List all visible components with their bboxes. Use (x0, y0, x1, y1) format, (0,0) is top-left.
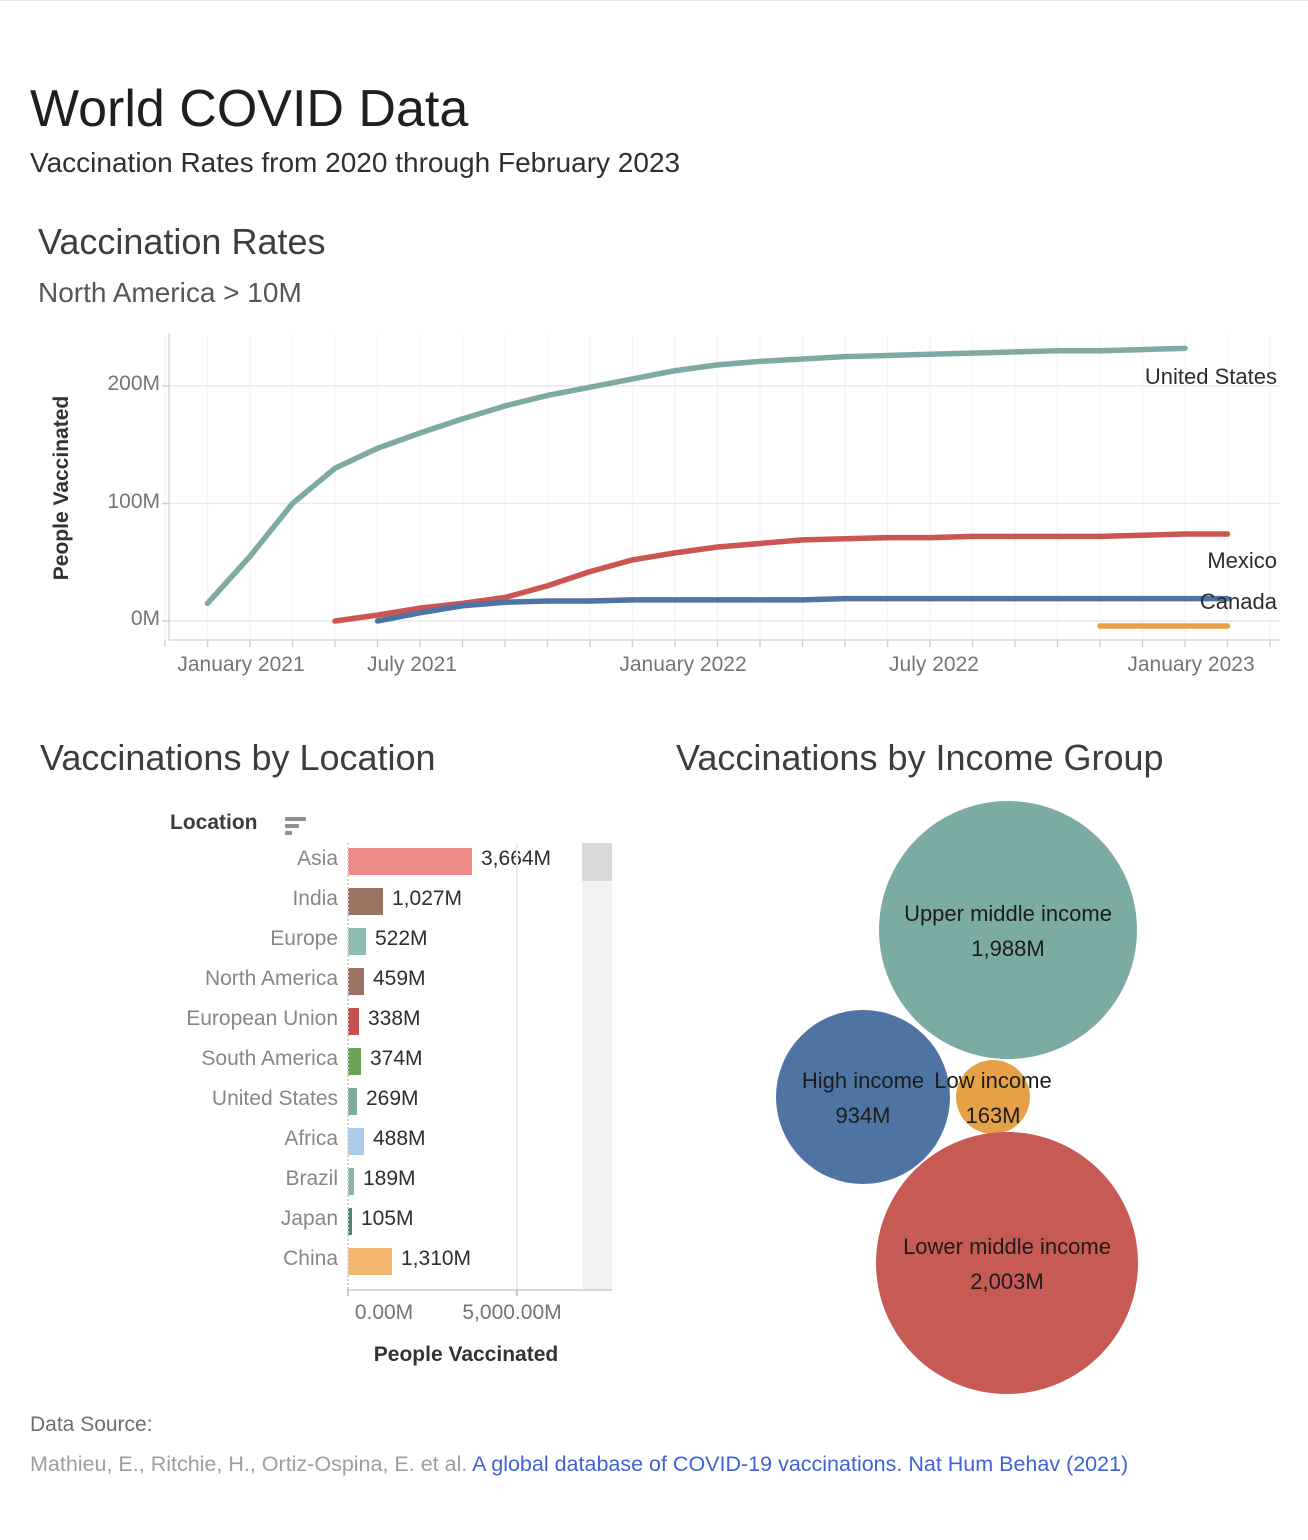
bar-chart-x-tick-label: 0.00M (354, 1301, 414, 1324)
series-label-canada: Canada (1199, 589, 1277, 614)
bar-row-label: China (283, 1247, 338, 1270)
bar-row: North America 459M (0, 961, 700, 1001)
bar-row: United States 269M (0, 1081, 700, 1121)
bubble-name-label: Upper middle income (904, 901, 1112, 926)
bubble-mark-lower-middle-income[interactable] (876, 1132, 1138, 1394)
bar-row: South America 374M (0, 1041, 700, 1081)
bubble-name-label: Lower middle income (903, 1234, 1111, 1259)
bar-row-label: Asia (297, 847, 338, 870)
line-chart-x-tick-label: January 2023 (1127, 653, 1255, 676)
line-series-canada[interactable] (374, 595, 1231, 624)
bar-row: European Union 338M (0, 1001, 700, 1041)
bar-row-label: Brazil (285, 1167, 338, 1190)
line-series-mexico[interactable] (332, 531, 1231, 624)
bar-value-label: 374M (370, 1047, 423, 1070)
bar-value-label: 488M (373, 1127, 426, 1150)
bar-row-label: European Union (186, 1007, 338, 1030)
bubble-value-label: 2,003M (970, 1269, 1044, 1294)
line-chart-x-tick-label: July 2021 (367, 653, 457, 676)
bubble-mark-high-income[interactable] (776, 1010, 950, 1184)
bubble-name-label: High income (801, 1068, 925, 1093)
bar-mark-united-states[interactable] (348, 1087, 357, 1115)
bar-row-label: South America (201, 1047, 338, 1070)
bubble-mark-low-income[interactable] (956, 1060, 1030, 1134)
bar-value-label: 459M (373, 967, 426, 990)
bar-value-label: 189M (363, 1167, 416, 1190)
bubble-value-label: 934M (835, 1103, 891, 1128)
bar-chart-x-tick-label: 5,000.00M (462, 1301, 562, 1324)
bar-mark-north-america[interactable] (348, 967, 364, 995)
bar-mark-africa[interactable] (348, 1127, 364, 1155)
bar-row: Africa 488M (0, 1121, 700, 1161)
line-series-united-states[interactable] (204, 345, 1188, 607)
bar-chart-scrollbar-thumb[interactable] (582, 843, 612, 881)
bar-value-label: 1,310M (401, 1247, 472, 1270)
bar-row-label: Japan (280, 1207, 338, 1230)
bar-chart-gridline-5000 (516, 843, 518, 1289)
bar-row: Japan 105M (0, 1201, 700, 1241)
line-chart-title: Vaccination Rates (38, 221, 326, 262)
bar-value-label: 338M (368, 1007, 421, 1030)
bar-row: Brazil 189M (0, 1161, 700, 1201)
sort-descending-icon[interactable] (285, 817, 307, 838)
bar-chart-title: Vaccinations by Location (40, 737, 436, 778)
line-chart-x-tick-label: July 2022 (889, 653, 979, 676)
line-chart-y-axis-title: People Vaccinated (50, 395, 73, 581)
citation-link[interactable]: A global database of COVID-19 vaccinatio… (472, 1452, 1129, 1476)
data-source-citation: Mathieu, E., Ritchie, H., Ortiz-Ospina, … (30, 1447, 1260, 1482)
bar-row-label: India (292, 887, 338, 910)
bar-mark-european-union[interactable] (348, 1007, 359, 1035)
series-label-mexico: Mexico (1207, 548, 1277, 573)
bar-row-label: United States (211, 1087, 338, 1110)
bar-chart-tick-0 (347, 1289, 349, 1296)
bar-chart-x-axis-title: People Vaccinated (373, 1343, 559, 1366)
line-chart-y-tick-label: 0M (130, 607, 160, 630)
line-chart-x-tick-label: January 2022 (619, 653, 747, 676)
bar-mark-india[interactable] (348, 887, 383, 915)
bubble-value-label: 1,988M (971, 936, 1045, 961)
bar-row-label: North America (204, 967, 338, 990)
bar-row: China 1,310M (0, 1241, 700, 1281)
series-label-united-states: United States (1144, 364, 1277, 389)
bubble-value-label: 163M (965, 1103, 1021, 1128)
page-title: World COVID Data (30, 80, 469, 138)
bar-chart-x-axis-line (348, 1289, 612, 1291)
bar-mark-china[interactable] (348, 1247, 392, 1275)
bar-value-label: 522M (375, 927, 428, 950)
bar-row-label: Africa (284, 1127, 338, 1150)
bar-row-label: Europe (270, 927, 338, 950)
page-subtitle: Vaccination Rates from 2020 through Febr… (30, 147, 681, 178)
bubble-chart-title: Vaccinations by Income Group (676, 737, 1164, 778)
bar-mark-japan[interactable] (348, 1207, 352, 1235)
bar-value-label: 105M (361, 1207, 414, 1230)
bar-value-label: 269M (366, 1087, 419, 1110)
line-chart-x-tick-label: January 2021 (177, 653, 305, 676)
bar-chart-scrollbar-track[interactable] (582, 843, 612, 1289)
bar-mark-europe[interactable] (348, 927, 366, 955)
bar-row: Europe 522M (0, 921, 700, 961)
bar-chart-tick-5000 (516, 1289, 518, 1296)
line-chart-y-tick-label: 100M (107, 489, 160, 513)
citation-authors: Mathieu, E., Ritchie, H., Ortiz-Ospina, … (30, 1452, 473, 1476)
bar-mark-asia[interactable] (348, 847, 472, 875)
bar-mark-brazil[interactable] (348, 1167, 354, 1195)
bar-chart-column-header: Location (170, 811, 258, 834)
line-chart-subtitle: North America > 10M (38, 277, 302, 308)
bar-value-label: 1,027M (392, 887, 463, 910)
bar-row: India 1,027M (0, 881, 700, 921)
bubble-mark-upper-middle-income[interactable] (879, 801, 1137, 1059)
bar-mark-south-america[interactable] (348, 1047, 361, 1075)
bubble-name-label: Low income (934, 1068, 1052, 1093)
line-chart-y-tick-label: 200M (107, 372, 160, 395)
bar-chart-zero-axis (347, 843, 349, 1289)
data-source-label: Data Source: (30, 1413, 153, 1436)
line-chart-plot (162, 333, 1281, 647)
